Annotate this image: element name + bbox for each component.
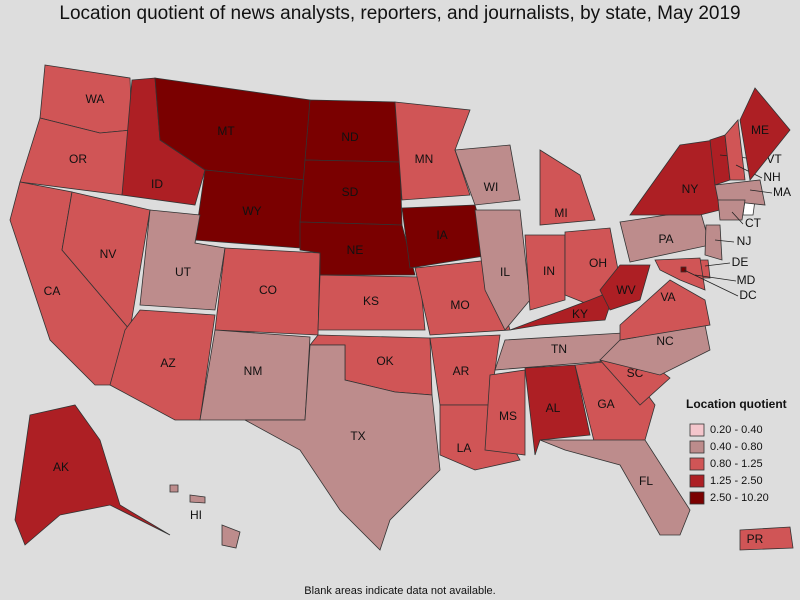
state xyxy=(724,119,746,181)
state xyxy=(539,149,596,226)
leader-line xyxy=(683,269,739,297)
legend-title: Location quotient xyxy=(686,397,787,411)
state-label: AK xyxy=(53,460,69,474)
legend-label: 0.20 - 0.40 xyxy=(710,424,763,436)
state-label: WI xyxy=(484,180,499,194)
state-label: AR xyxy=(453,364,470,378)
state-label: TX xyxy=(350,429,365,443)
legend-swatch xyxy=(689,440,705,454)
state-label: IA xyxy=(436,228,447,242)
state-label: IL xyxy=(500,265,510,279)
legend-swatch xyxy=(689,474,705,488)
state-label: NE xyxy=(347,243,364,257)
state-label: WY xyxy=(242,204,261,218)
legend-label: 2.50 - 10.20 xyxy=(710,492,769,504)
state xyxy=(599,264,651,311)
state xyxy=(739,87,791,181)
state-label: OR xyxy=(69,152,87,166)
state xyxy=(14,404,171,546)
state-label: MN xyxy=(415,152,434,166)
state xyxy=(704,224,723,261)
state xyxy=(524,234,566,311)
legend-swatch xyxy=(689,423,705,437)
state-label: MT xyxy=(217,124,235,138)
leader-line xyxy=(704,262,731,267)
state-label: NJ xyxy=(737,234,752,248)
state-label: NY xyxy=(682,182,699,196)
state xyxy=(714,179,766,206)
state-label: WA xyxy=(86,92,105,106)
state xyxy=(717,199,746,221)
state xyxy=(244,344,441,551)
state xyxy=(739,526,794,551)
state xyxy=(317,274,426,331)
legend-swatch xyxy=(689,491,705,505)
state-label: MO xyxy=(450,298,469,312)
state-label: NH xyxy=(763,170,780,184)
state-label: MI xyxy=(554,206,567,220)
state xyxy=(539,439,691,536)
state xyxy=(474,209,531,331)
state-label: VA xyxy=(660,290,675,304)
state-label: LA xyxy=(457,441,472,455)
leader-line xyxy=(749,189,773,194)
state-label: MD xyxy=(737,273,756,287)
state xyxy=(169,484,179,493)
state-label: OH xyxy=(589,256,607,270)
state-label: IN xyxy=(543,264,555,278)
state-label: KY xyxy=(572,307,588,321)
state xyxy=(629,139,721,216)
state-label: DE xyxy=(732,255,749,269)
state-label: PA xyxy=(658,232,673,246)
state xyxy=(619,279,711,341)
state-label: UT xyxy=(175,265,192,279)
state-label: GA xyxy=(597,397,614,411)
state-label: AZ xyxy=(160,356,175,370)
state-label: NV xyxy=(100,247,117,261)
legend-label: 1.25 - 2.50 xyxy=(710,475,763,487)
state-label: HI xyxy=(190,508,202,522)
state-label: ID xyxy=(151,177,163,191)
state-label: OK xyxy=(376,354,393,368)
state-label: MS xyxy=(499,409,517,423)
state-label: PR xyxy=(747,532,764,546)
state-label: VT xyxy=(766,152,782,166)
leader-line xyxy=(731,211,744,225)
state-label: WV xyxy=(616,283,635,297)
state-label: SD xyxy=(342,185,359,199)
state-label: ND xyxy=(341,130,359,144)
state xyxy=(221,524,241,549)
state-label: MA xyxy=(773,185,791,199)
leader-line xyxy=(694,274,737,282)
state-label: ME xyxy=(751,123,769,137)
state-label: TN xyxy=(551,342,567,356)
state-label: FL xyxy=(639,474,653,488)
state-label: AL xyxy=(546,401,561,415)
legend-swatch xyxy=(689,457,705,471)
state-label: KS xyxy=(363,294,379,308)
state-label: CA xyxy=(44,284,61,298)
state-label: NM xyxy=(244,364,263,378)
state xyxy=(454,144,521,206)
state-label: DC xyxy=(739,288,757,302)
state-label: NC xyxy=(656,334,674,348)
state xyxy=(654,257,706,291)
state xyxy=(524,364,591,456)
state xyxy=(439,404,521,471)
state xyxy=(189,494,206,504)
state xyxy=(394,101,471,201)
state xyxy=(484,369,526,456)
state-label: CO xyxy=(259,283,277,297)
state xyxy=(109,309,216,421)
footnote: Blank areas indicate data not available. xyxy=(304,585,495,597)
state xyxy=(680,266,687,273)
leader-line xyxy=(714,239,735,243)
state-label: CT xyxy=(745,216,762,230)
legend-label: 0.40 - 0.80 xyxy=(710,441,763,453)
legend-label: 0.80 - 1.25 xyxy=(710,458,763,470)
map-title: Location quotient of news analysts, repo… xyxy=(59,3,740,24)
